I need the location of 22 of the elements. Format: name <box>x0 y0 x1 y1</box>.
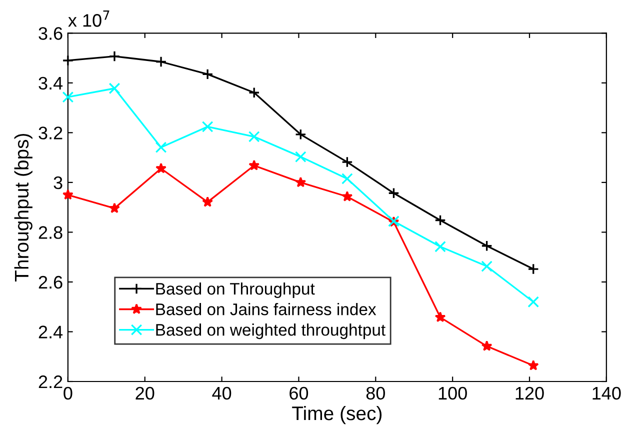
y-tick-label: 2.4 <box>38 326 63 338</box>
x-tick-label: 20 <box>136 386 154 400</box>
x-tick-label: 0 <box>64 386 72 400</box>
x-tick-label: 100 <box>438 386 467 400</box>
y-axis-title: Throughput (bps) <box>14 134 32 282</box>
y-tick-label: 2.8 <box>38 226 62 239</box>
x-tick-label: 120 <box>516 386 544 400</box>
x-tick-label: 60 <box>290 386 308 400</box>
y-tick-label: 3.4 <box>38 76 63 90</box>
legend-label: Based on Jains fairness index <box>156 303 376 316</box>
legend-label: Based on Throughput <box>156 282 315 298</box>
x-axis-title: Time (sec) <box>292 406 382 424</box>
y-tick-label: 2.6 <box>38 276 62 289</box>
y-tick-label: 3.6 <box>38 27 62 40</box>
y-tick-label: 2.2 <box>38 375 62 388</box>
x-tick-label: 140 <box>592 386 621 400</box>
x-tick-label: 40 <box>212 386 232 400</box>
y-tick-label: 3 <box>54 176 62 190</box>
legend-label: Based on weighted throughtput <box>156 324 386 340</box>
y-tick-label: 3.2 <box>38 126 62 140</box>
text: x 10$^{7}$ <box>68 10 110 27</box>
x-tick-label: 80 <box>366 386 385 400</box>
